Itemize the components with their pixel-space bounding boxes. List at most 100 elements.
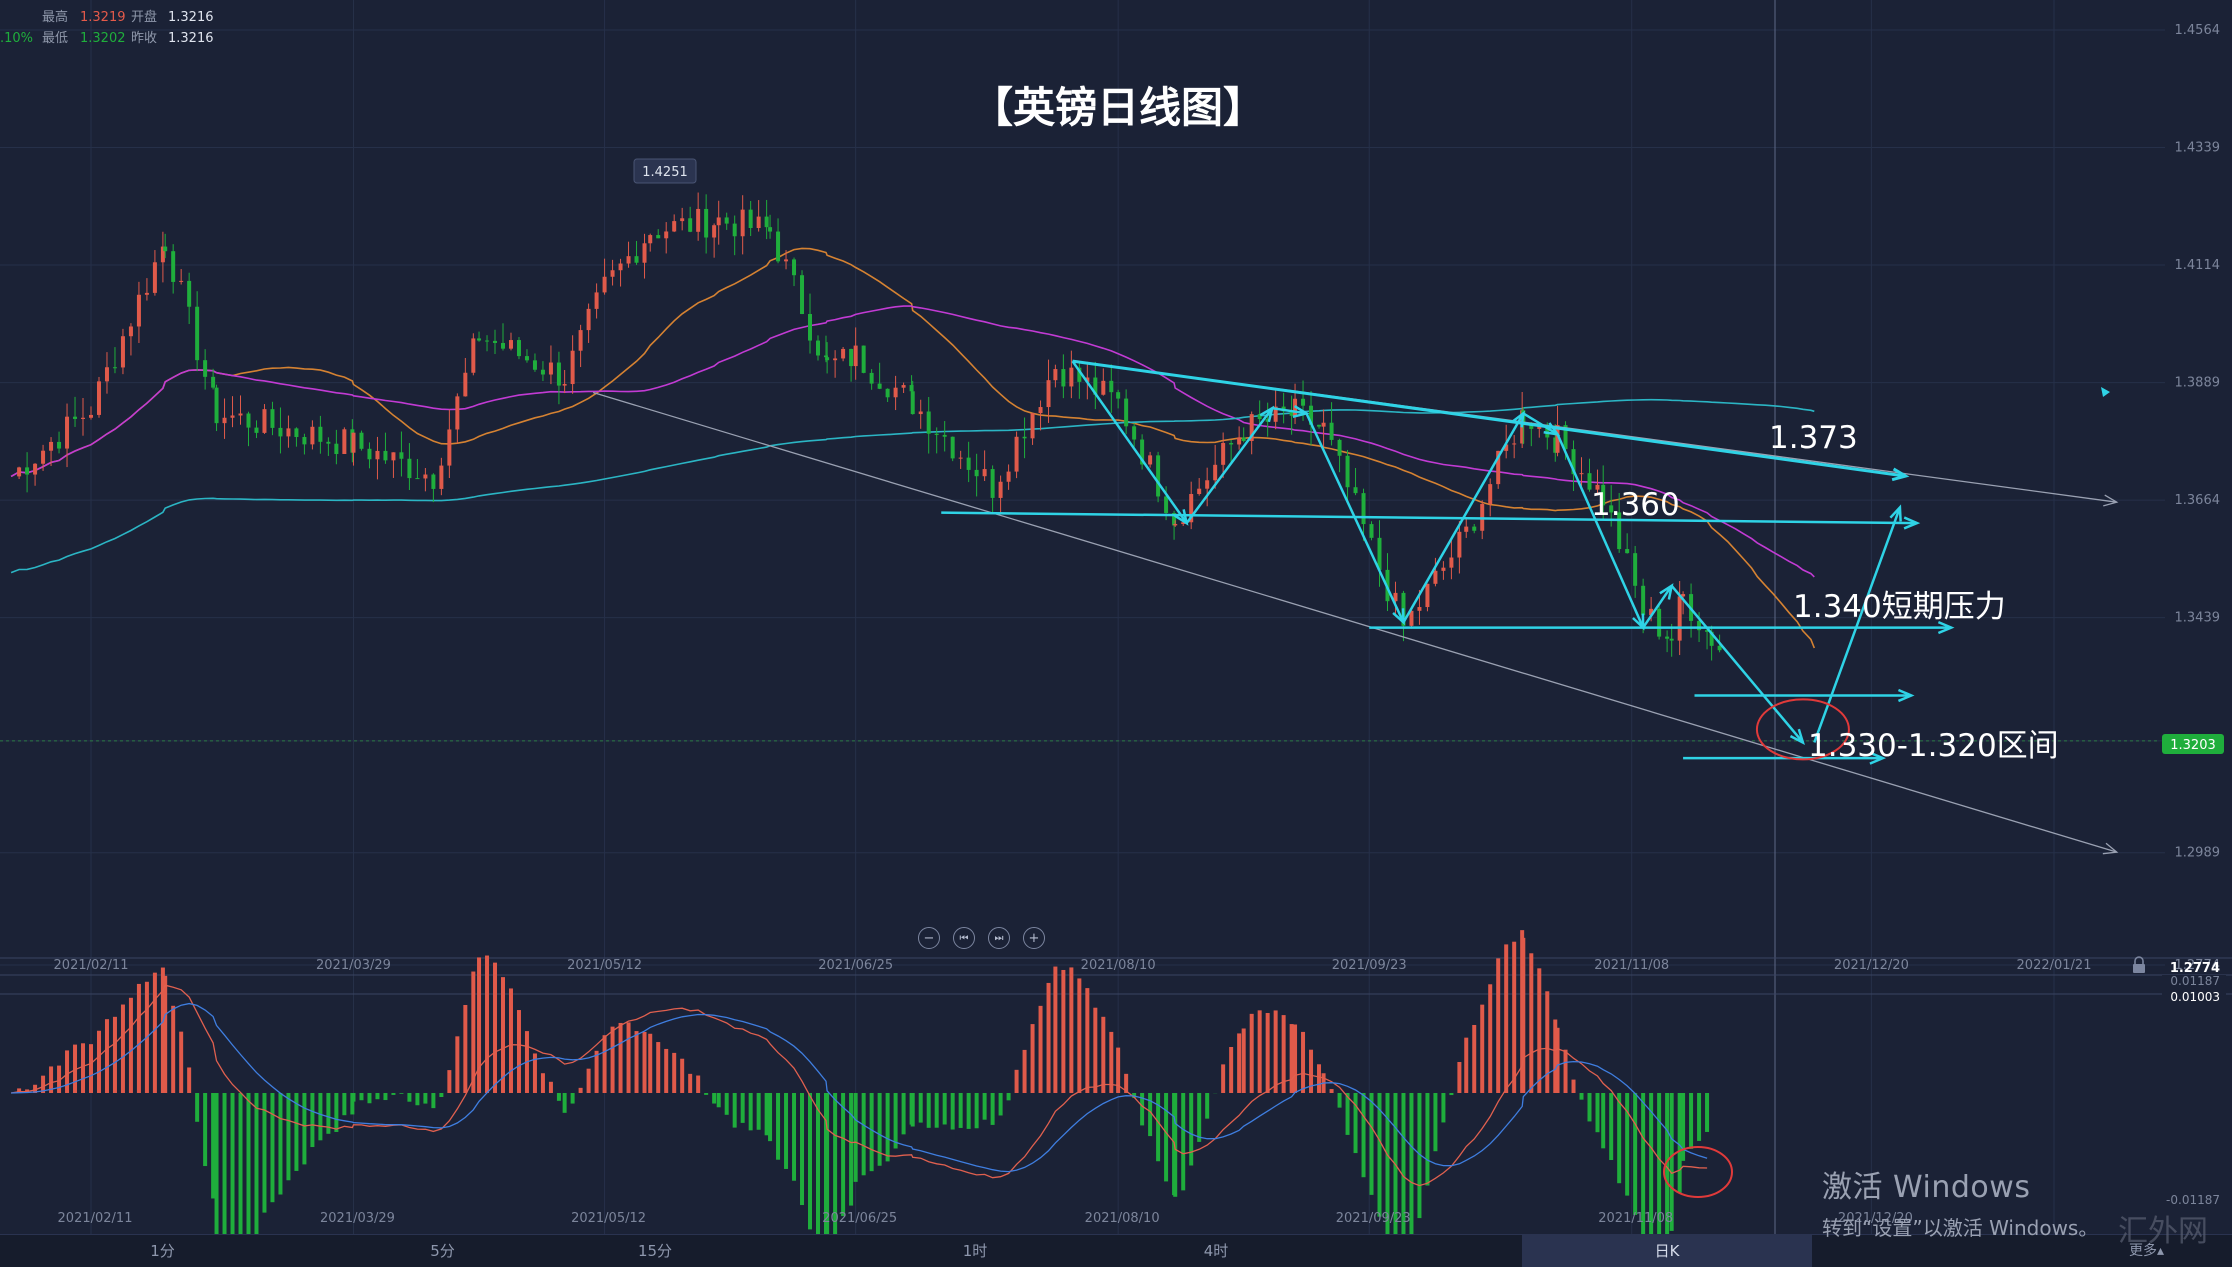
candle-body [595,292,599,308]
zoom-in-button[interactable]: + [1023,927,1045,949]
macd-bar [383,1093,387,1100]
candle-body [262,409,266,433]
candle-body [1031,413,1035,438]
tab-1hour[interactable]: 1时 [750,1235,1200,1267]
candle-body [579,330,583,351]
macd-bar [878,1093,882,1166]
resistance-1360-line [941,513,1917,523]
macd-bar [1496,958,1500,1093]
candle-body [302,437,306,444]
macd-bar [768,1093,772,1141]
date-tick-label: 2021/02/11 [54,958,129,973]
macd-bar [1609,1093,1613,1160]
tab-daily[interactable]: 日K [1522,1235,1812,1267]
jump-end-button[interactable]: ⏭ [988,927,1010,949]
candle-body [664,231,668,238]
candle-body [619,264,623,271]
candle-body [447,429,451,465]
macd-bar [648,1034,652,1093]
candle-body [563,384,567,386]
macd-bar [1293,1024,1297,1093]
macd-bar [1197,1093,1201,1142]
macd-bar [1504,944,1508,1093]
candle-body [33,464,37,475]
candle-body [1197,489,1201,494]
candle-body [816,341,820,356]
candle-body [415,478,419,479]
candle-body [862,346,866,373]
macd-bar [318,1093,322,1140]
macd-bar [1449,1093,1453,1095]
zoom-out-button[interactable]: − [918,927,940,949]
candle-body [187,281,191,307]
candle-body [509,340,513,349]
macd-bar [696,1076,700,1093]
candle-body [525,356,529,360]
macd-bar [1625,1093,1629,1196]
ma-magenta-line [11,306,1814,577]
candle-body [1512,443,1516,444]
macd-bar [656,1042,660,1093]
date-tick-label: 2021/11/08 [1594,958,1669,973]
date-tick-label: 2021/05/12 [567,958,642,973]
macd-bar [195,1093,199,1122]
macd-bar [65,1050,69,1093]
macd-bar [1537,968,1541,1093]
macd-bar [1529,953,1533,1093]
wave-path-segment [1073,361,1187,523]
candle-body [800,275,804,314]
candle-body [383,451,387,460]
candle-body [911,391,915,414]
macd-bar [1464,1038,1468,1093]
macd-bar [563,1093,567,1113]
macd-bar [407,1093,411,1102]
candle-body [1229,443,1233,444]
cursor-marker [2101,387,2110,397]
jump-start-button[interactable]: ⏮ [953,927,975,949]
macd-bar [571,1093,575,1104]
price-tick-label: 1.2989 [2175,846,2221,861]
wave-path-segment [1558,434,1644,627]
candle-body [501,343,505,349]
candle-body [680,218,684,221]
candle-body [163,247,167,252]
macd-bar [302,1093,306,1164]
candle-body [1039,407,1043,413]
candle-body [741,210,745,237]
tab-15min[interactable]: 15分 [560,1235,750,1267]
price-tick-label: 1.4564 [2175,23,2221,38]
lock-icon[interactable] [2133,957,2145,973]
candle-body [1101,381,1105,395]
tab-4hour[interactable]: 4时 [1200,1235,1232,1267]
candle-body [129,326,133,336]
candle-body [89,415,93,418]
macd-bar [549,1082,553,1093]
macd-bar [215,1093,219,1234]
tab-1min[interactable]: 1分 [0,1235,325,1267]
prev-close-value: 1.3216 [168,31,214,46]
candle-body [1472,527,1476,531]
candle-body [1069,368,1073,387]
candle-body [1124,399,1128,427]
candle-body [278,428,282,437]
macd-bar [447,1070,451,1093]
candle-body [326,442,330,444]
candle-body [808,314,812,341]
candle-body [1148,455,1152,464]
tab-5min[interactable]: 5分 [325,1235,560,1267]
candle-body [270,409,274,428]
watermark-line2: 转到“设置”以激活 Windows。 [1822,1212,2098,1241]
candle-body [1457,532,1461,558]
high-value: 1.3219 [80,10,126,25]
macd-bar [603,1035,607,1093]
candle-body [648,235,652,243]
macd-bar [704,1093,708,1095]
macd-bar [1587,1093,1591,1121]
macd-bar [870,1093,874,1171]
macd-bar [951,1093,955,1130]
candle-body [1023,437,1027,439]
macd-bar [849,1093,853,1206]
candle-body [776,232,780,262]
candle-body [1370,524,1374,538]
